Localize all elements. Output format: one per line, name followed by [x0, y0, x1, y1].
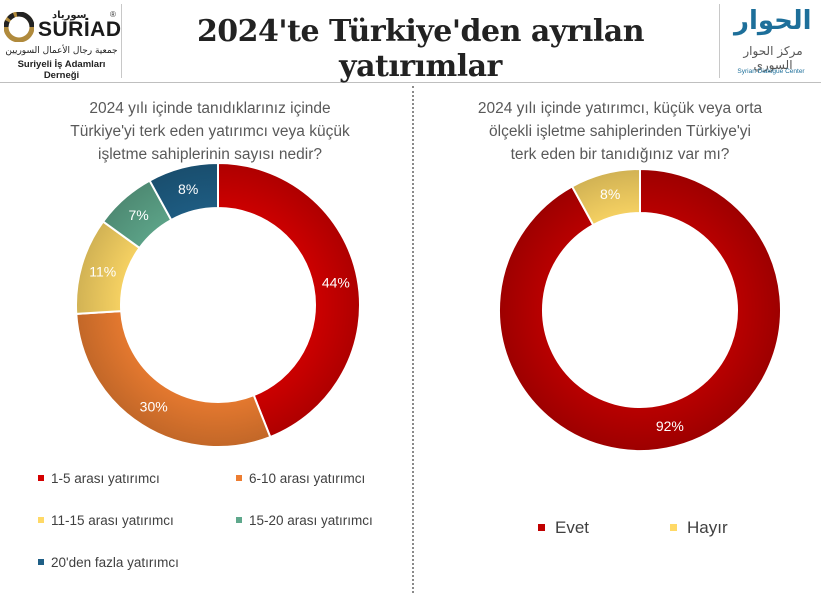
- legend-label: Evet: [555, 518, 590, 537]
- header-separator-right: [719, 4, 720, 78]
- legend-item-6-10: 6-10 arası yatırımcı: [236, 471, 365, 486]
- legend-label: 11-15 arası yatırımcı: [51, 513, 174, 528]
- panel-divider: [412, 86, 414, 593]
- brand-arabic-subtitle: جمعية رجال الأعمال السوريين: [5, 46, 118, 56]
- donut-slice-2-2: [570, 167, 641, 227]
- donut-slice-1-5: [148, 161, 219, 222]
- legend-label: 1-5 arası yatırımcı: [51, 471, 160, 486]
- chart-1-title-line: işletme sahiplerinin sayısı nedir?: [98, 146, 322, 163]
- header-bar: سورياد SURİAD ® جمعية رجال الأعمال السور…: [0, 0, 821, 84]
- data-label-2-1: 92%: [656, 418, 684, 434]
- donut-slice-1-2: [75, 310, 272, 448]
- suriad-logo: سورياد SURİAD ® جمعية رجال الأعمال السور…: [2, 4, 122, 81]
- brand-arabic: سورياد: [52, 10, 87, 21]
- chart-2-title-line: ölçekli işletme sahiplerinden Türkiye'yi: [489, 123, 751, 140]
- legend-item-15-20: 15-20 arası yatırımcı: [236, 513, 373, 528]
- legend-swatch: [38, 475, 44, 482]
- brand-name: SURİAD: [38, 18, 122, 41]
- chart-2-title-line: terk eden bir tanıdığınız var mı?: [510, 146, 730, 163]
- legend-swatch: [670, 524, 677, 532]
- legend-swatch: [38, 559, 44, 566]
- data-label-2-2: 8%: [600, 186, 620, 202]
- donut-slice-2-1: [498, 167, 782, 452]
- chart-1-title: 2024 yılı içinde tanıdıklarınız içinde T…: [40, 97, 380, 166]
- data-label-1-4: 7%: [129, 207, 149, 223]
- chart-1-title-line: 2024 yılı içinde tanıdıklarınız içinde: [89, 100, 331, 117]
- legend-label: Hayır: [687, 518, 728, 537]
- data-label-1-3: 11%: [89, 264, 116, 280]
- data-label-1-1: 44%: [322, 275, 350, 291]
- logo-arabic-mark: الحوار: [734, 6, 814, 36]
- legend-label: 15-20 arası yatırımcı: [249, 513, 373, 528]
- legend-item-hayir: Hayır: [670, 518, 728, 538]
- legend-label: 6-10 arası yatırımcı: [249, 471, 366, 486]
- brand-subtitle: Suriyeli İş Adamları Derneği: [17, 59, 106, 81]
- legend-item-11-15: 11-15 arası yatırımcı: [38, 513, 174, 528]
- page-title: 2024'te Türkiye'den ayrılan yatırımlar: [196, 14, 645, 84]
- chart-1-title-line: Türkiye'yi terk eden yatırımcı veya küçü…: [70, 123, 350, 140]
- logo-arabic-name: مركز الحوار السوري: [743, 44, 803, 72]
- legend-swatch: [236, 475, 242, 482]
- data-label-1-5: 8%: [178, 181, 198, 197]
- legend-label: 20'den fazla yatırımcı: [51, 555, 179, 570]
- donut-slice-1-1: [217, 161, 361, 439]
- legend-swatch: [38, 517, 44, 524]
- header-separator-left: [121, 4, 122, 78]
- data-label-1-2: 30%: [140, 398, 168, 414]
- syrian-dialogue-center-logo: الحوار مركز الحوار السوري Syrian Dialogu…: [724, 4, 818, 80]
- logo-english-name: Syrian Dialogue Center: [737, 68, 805, 75]
- legend-item-1-5: 1-5 arası yatırımcı: [38, 471, 160, 486]
- legend-swatch: [236, 517, 242, 524]
- registered-mark: ®: [110, 10, 116, 19]
- suriad-emblem-icon: [4, 12, 34, 42]
- legend-swatch: [538, 524, 545, 532]
- legend-item-evet: Evet: [538, 518, 589, 538]
- chart-2-title: 2024 yılı içinde yatırımcı, küçük veya o…: [445, 97, 795, 166]
- legend-item-20-plus: 20'den fazla yatırımcı: [38, 555, 179, 570]
- chart-2-title-line: 2024 yılı içinde yatırımcı, küçük veya o…: [477, 100, 763, 117]
